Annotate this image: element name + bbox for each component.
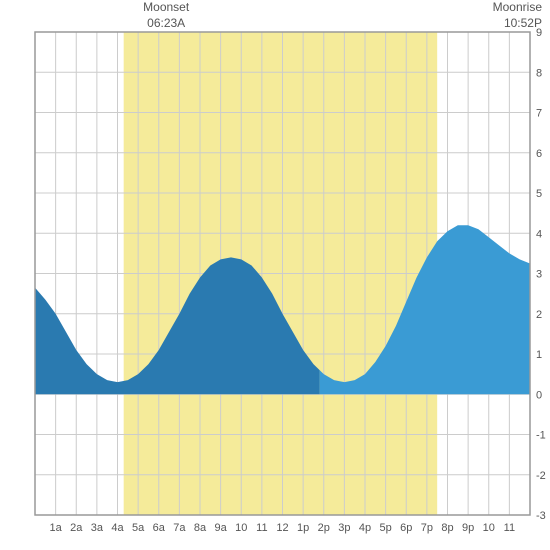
svg-text:8: 8 xyxy=(536,67,542,79)
svg-text:4p: 4p xyxy=(359,522,371,534)
svg-text:1p: 1p xyxy=(297,522,309,534)
moonrise-label: Moonrise 10:52P xyxy=(493,0,542,31)
svg-text:7: 7 xyxy=(536,108,542,120)
svg-text:2: 2 xyxy=(536,309,542,321)
svg-text:10: 10 xyxy=(235,522,247,534)
svg-text:1: 1 xyxy=(536,349,542,361)
svg-text:2a: 2a xyxy=(70,522,83,534)
svg-text:8a: 8a xyxy=(194,522,207,534)
svg-text:6: 6 xyxy=(536,148,542,160)
svg-text:11: 11 xyxy=(256,522,267,534)
svg-text:3a: 3a xyxy=(91,522,104,534)
svg-text:5a: 5a xyxy=(132,522,145,534)
svg-text:7p: 7p xyxy=(421,522,433,534)
svg-text:4: 4 xyxy=(536,228,542,240)
svg-text:-1: -1 xyxy=(536,430,546,442)
svg-text:6a: 6a xyxy=(153,522,166,534)
svg-text:9a: 9a xyxy=(215,522,228,534)
moonrise-time: 10:52P xyxy=(504,16,542,30)
svg-text:0: 0 xyxy=(536,389,542,401)
svg-text:12: 12 xyxy=(276,522,288,534)
moonset-label: Moonset 06:23A xyxy=(136,0,196,31)
tide-chart: 1a2a3a4a5a6a7a8a9a1011121p2p3p4p5p6p7p8p… xyxy=(0,0,550,550)
moonset-title: Moonset xyxy=(143,0,189,14)
svg-text:11: 11 xyxy=(504,522,515,534)
svg-text:6p: 6p xyxy=(400,522,412,534)
svg-text:-3: -3 xyxy=(536,510,546,522)
svg-text:5p: 5p xyxy=(380,522,392,534)
svg-text:3: 3 xyxy=(536,269,542,281)
svg-text:2p: 2p xyxy=(318,522,330,534)
svg-text:7a: 7a xyxy=(173,522,186,534)
svg-text:-2: -2 xyxy=(536,470,546,482)
svg-text:4a: 4a xyxy=(111,522,124,534)
svg-text:8p: 8p xyxy=(441,522,453,534)
svg-text:9p: 9p xyxy=(462,522,474,534)
tide-chart-container: Moonset 06:23A Moonrise 10:52P 1a 2a 3a 4a 5… xyxy=(0,0,550,550)
svg-text:5: 5 xyxy=(536,188,542,200)
moonset-time: 06:23A xyxy=(147,16,185,30)
moonrise-title: Moonrise xyxy=(493,0,542,14)
svg-text:3p: 3p xyxy=(338,522,350,534)
svg-text:10: 10 xyxy=(483,522,495,534)
svg-text:1a: 1a xyxy=(50,522,63,534)
